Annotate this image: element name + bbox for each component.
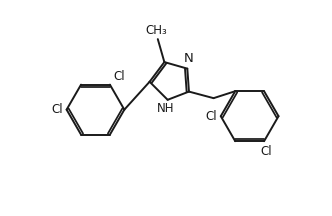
Text: CH₃: CH₃	[145, 24, 167, 37]
Text: Cl: Cl	[260, 145, 272, 158]
Text: Cl: Cl	[114, 70, 125, 83]
Text: N: N	[184, 52, 194, 65]
Text: NH: NH	[157, 102, 175, 115]
Text: Cl: Cl	[51, 103, 63, 116]
Text: Cl: Cl	[205, 110, 217, 123]
